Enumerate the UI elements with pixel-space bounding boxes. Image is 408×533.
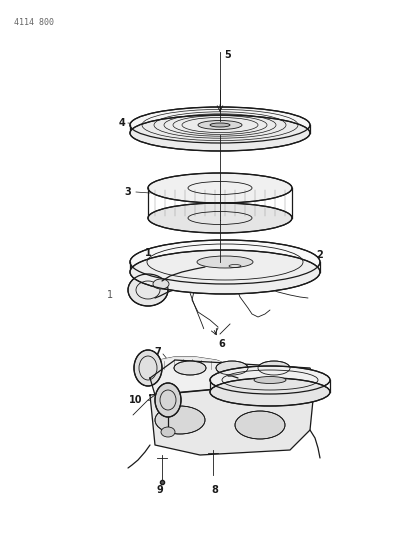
Ellipse shape [130, 115, 310, 151]
Ellipse shape [128, 274, 168, 306]
Text: 4114 800: 4114 800 [14, 18, 54, 27]
Ellipse shape [254, 376, 286, 384]
Ellipse shape [155, 406, 205, 434]
Text: 6: 6 [219, 339, 225, 349]
Text: 7: 7 [155, 347, 162, 357]
Polygon shape [150, 380, 315, 455]
Ellipse shape [134, 350, 162, 386]
Text: 9: 9 [157, 485, 163, 495]
Text: 4: 4 [119, 118, 125, 128]
Polygon shape [150, 360, 315, 395]
Ellipse shape [174, 361, 206, 375]
Ellipse shape [198, 120, 242, 130]
Ellipse shape [155, 383, 181, 417]
Ellipse shape [148, 203, 292, 233]
Text: 8: 8 [212, 485, 218, 495]
Ellipse shape [210, 378, 330, 406]
Ellipse shape [130, 250, 320, 294]
Ellipse shape [148, 173, 292, 203]
Ellipse shape [258, 361, 290, 375]
Ellipse shape [161, 427, 175, 437]
Text: 1: 1 [144, 248, 151, 258]
Ellipse shape [210, 366, 330, 394]
Text: 2: 2 [317, 250, 324, 260]
Text: 1: 1 [107, 290, 113, 300]
Ellipse shape [235, 411, 285, 439]
Ellipse shape [216, 361, 248, 375]
Text: 3: 3 [124, 187, 131, 197]
Ellipse shape [210, 123, 230, 127]
Text: 5: 5 [225, 50, 231, 60]
Ellipse shape [130, 107, 310, 143]
Text: 10: 10 [129, 395, 143, 405]
Ellipse shape [153, 279, 169, 289]
Ellipse shape [130, 240, 320, 284]
Ellipse shape [197, 256, 253, 268]
